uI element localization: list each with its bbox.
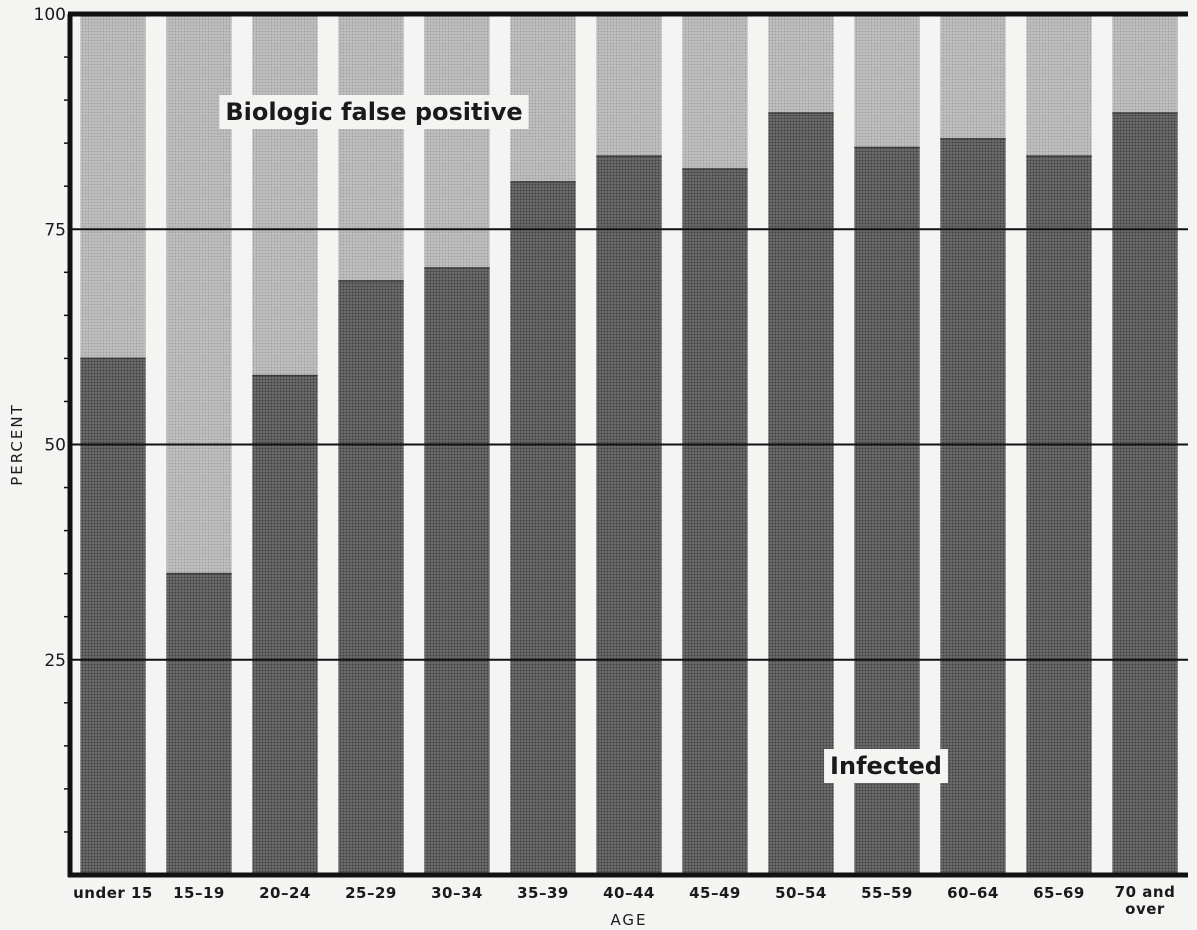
bar-infected-3 <box>338 280 404 875</box>
x-tick-label-10: 60–64 <box>947 884 999 902</box>
x-tick-label-8: 50–54 <box>775 884 827 902</box>
bar-false-positive-2 <box>252 14 318 376</box>
x-tick-label-5: 35–39 <box>517 884 569 902</box>
series-label-infected-background <box>824 749 948 783</box>
x-tick-label-4: 30–34 <box>431 884 483 902</box>
bar-false-positive-7 <box>682 14 748 169</box>
bar-infected-2 <box>252 375 318 875</box>
bar-false-positive-12 <box>1112 14 1178 114</box>
bar-false-positive-9 <box>854 14 920 148</box>
x-tick-label-12-line-0: 70 and <box>1115 883 1176 901</box>
x-tick-label-0: under 15 <box>73 884 153 902</box>
bar-false-positive-10 <box>940 14 1006 139</box>
x-tick-label-2: 20–24 <box>259 884 311 902</box>
y-tick-label-75: 75 <box>44 220 66 240</box>
series-label-false-positive-background <box>219 95 529 129</box>
bar-infected-7 <box>682 168 748 876</box>
y-tick-label-25: 25 <box>44 651 66 671</box>
x-tick-label-3: 25–29 <box>345 884 397 902</box>
x-tick-label-7: 45–49 <box>689 884 741 902</box>
bar-infected-6 <box>596 156 662 875</box>
series-label-false-positive: Biologic false positive <box>225 98 522 126</box>
x-tick-label-6: 40–44 <box>603 884 655 902</box>
bar-false-positive-8 <box>768 14 834 114</box>
bar-infected-10 <box>940 138 1006 876</box>
x-axis-title: AGE <box>610 911 647 929</box>
bar-infected-12 <box>1112 113 1178 875</box>
x-tick-label-12-line-1: over <box>1125 900 1165 918</box>
x-tick-label-11: 65–69 <box>1033 884 1085 902</box>
bar-false-positive-11 <box>1026 14 1092 157</box>
y-axis-title: PERCENT <box>8 403 26 486</box>
bar-false-positive-3 <box>338 14 404 281</box>
bar-infected-11 <box>1026 156 1092 875</box>
y-tick-label-100: 100 <box>34 5 66 25</box>
bar-infected-8 <box>768 113 834 875</box>
series-label-infected: Infected <box>830 752 942 780</box>
bar-infected-4 <box>424 267 490 875</box>
x-tick-label-9: 55–59 <box>861 884 913 902</box>
bar-infected-1 <box>166 573 232 875</box>
x-tick-label-1: 15–19 <box>173 884 225 902</box>
bar-false-positive-0 <box>80 14 146 359</box>
bar-false-positive-4 <box>424 14 490 268</box>
bar-infected-5 <box>510 181 576 875</box>
bar-false-positive-6 <box>596 14 662 157</box>
y-tick-label-50: 50 <box>44 436 66 456</box>
bar-infected-0 <box>80 358 146 875</box>
